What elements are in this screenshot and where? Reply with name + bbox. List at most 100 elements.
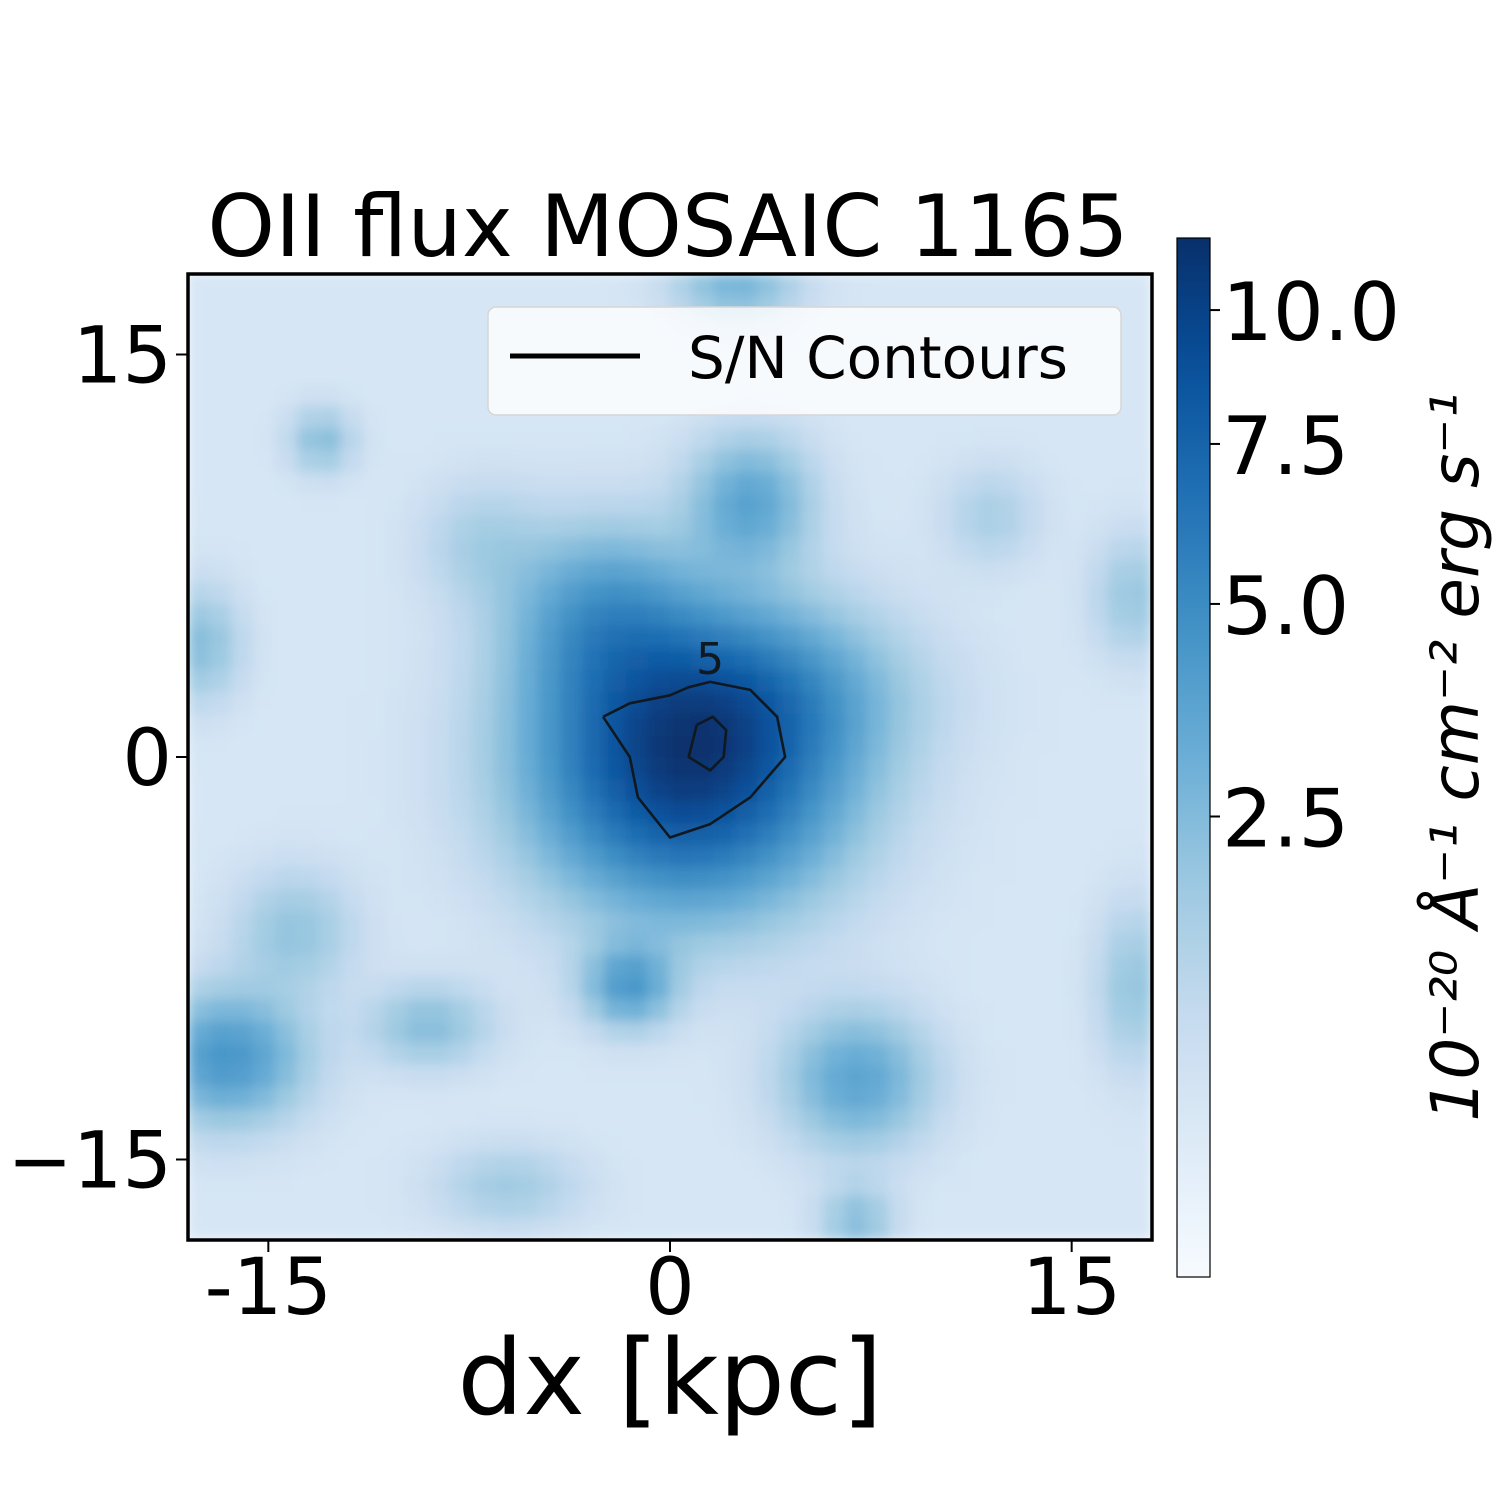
heatmap-cell: [297, 405, 320, 429]
heatmap-cell: [932, 756, 956, 780]
heatmap-cell: [253, 602, 277, 626]
heatmap-cell: [779, 1195, 802, 1219]
heatmap-cell: [713, 954, 737, 978]
heatmap-cell: [406, 361, 430, 385]
heatmap-cell: [910, 800, 934, 824]
heatmap-cell: [428, 1107, 452, 1131]
heatmap-cell: [406, 932, 430, 956]
heatmap-cell: [779, 976, 802, 999]
heatmap-cell: [581, 602, 605, 626]
heatmap-cell: [713, 1085, 737, 1109]
heatmap-cell: [275, 844, 299, 868]
heatmap-cell: [209, 866, 233, 890]
heatmap-cell: [231, 536, 255, 560]
heatmap-cell: [1129, 1173, 1152, 1197]
heatmap-cell: [954, 976, 978, 999]
heatmap-cell: [384, 998, 408, 1021]
heatmap-cell: [779, 690, 802, 714]
heatmap-cell: [340, 536, 364, 560]
heatmap-cell: [976, 602, 1000, 626]
heatmap-cell: [800, 1173, 824, 1197]
heatmap-cell: [1020, 690, 1043, 714]
heatmap-cell: [691, 536, 715, 560]
heatmap-cell: [450, 910, 474, 934]
heatmap-cell: [691, 800, 715, 824]
heatmap-cell: [691, 954, 715, 978]
heatmap-cell: [516, 734, 540, 758]
heatmap-cell: [318, 910, 342, 934]
heatmap-cell: [757, 822, 781, 846]
heatmap-cell: [275, 1041, 299, 1065]
heatmap-cell: [1085, 1151, 1109, 1175]
heatmap-cell: [844, 1019, 868, 1043]
heatmap-cell: [472, 1195, 496, 1219]
heatmap-cell: [888, 515, 912, 538]
heatmap-cell: [428, 888, 452, 912]
heatmap-cell: [1107, 1063, 1131, 1087]
heatmap-cell: [735, 998, 759, 1021]
heatmap-cell: [297, 339, 320, 363]
heatmap-cell: [559, 1041, 583, 1065]
heatmap-cell: [603, 778, 627, 802]
heatmap-cell: [209, 800, 233, 824]
heatmap-cell: [1020, 580, 1043, 604]
heatmap-cell: [406, 800, 430, 824]
heatmap-cell: [910, 712, 934, 736]
heatmap-cell: [231, 1195, 255, 1219]
heatmap-cell: [406, 712, 430, 736]
heatmap-cell: [188, 515, 211, 538]
heatmap-cell: [450, 515, 474, 538]
heatmap-cell: [318, 1173, 342, 1197]
heatmap-cell: [625, 624, 649, 648]
heatmap-cell: [581, 998, 605, 1021]
heatmap-cell: [1020, 449, 1043, 473]
heatmap-cell: [669, 844, 693, 868]
heatmap-cell: [1020, 954, 1043, 978]
heatmap-cell: [188, 361, 211, 385]
heatmap-cell: [253, 449, 277, 473]
heatmap-cell: [297, 1129, 320, 1153]
heatmap-cell: [297, 536, 320, 560]
heatmap-cell: [318, 580, 342, 604]
heatmap-cell: [581, 646, 605, 670]
heatmap-cell: [406, 405, 430, 429]
heatmap-cell: [1020, 844, 1043, 868]
heatmap-cell: [340, 690, 364, 714]
heatmap-cell: [275, 888, 299, 912]
heatmap-cell: [209, 493, 233, 516]
heatmap-cell: [1041, 274, 1065, 297]
heatmap-cell: [647, 1085, 671, 1109]
heatmap-cell: [362, 954, 386, 978]
heatmap-cell: [998, 1107, 1022, 1131]
heatmap-cell: [253, 690, 277, 714]
heatmap-cell: [954, 1129, 978, 1153]
heatmap-cell: [888, 1173, 912, 1197]
heatmap-cell: [779, 1085, 802, 1109]
heatmap-cell: [976, 493, 1000, 516]
heatmap-cell: [625, 866, 649, 890]
heatmap-cell: [297, 1151, 320, 1175]
heatmap-cell: [384, 888, 408, 912]
heatmap-cell: [757, 427, 781, 451]
heatmap-cell: [713, 1019, 737, 1043]
heatmap-cell: [954, 580, 978, 604]
heatmap-cell: [1063, 690, 1087, 714]
heatmap-cell: [954, 778, 978, 802]
heatmap-cell: [209, 295, 233, 319]
heatmap-cell: [954, 449, 978, 473]
heatmap-cell: [844, 690, 868, 714]
heatmap-cell: [559, 998, 583, 1021]
heatmap-cell: [932, 427, 956, 451]
heatmap-cell: [450, 449, 474, 473]
heatmap-cell: [866, 580, 890, 604]
heatmap-cell: [450, 932, 474, 956]
heatmap-cell: [275, 361, 299, 385]
heatmap-cell: [779, 668, 802, 692]
heatmap-cell: [1020, 910, 1043, 934]
heatmap-cell: [757, 602, 781, 626]
heatmap-cell: [297, 734, 320, 758]
heatmap-cell: [691, 1195, 715, 1219]
heatmap-cell: [998, 471, 1022, 495]
heatmap-cell: [910, 624, 934, 648]
heatmap-cell: [866, 712, 890, 736]
